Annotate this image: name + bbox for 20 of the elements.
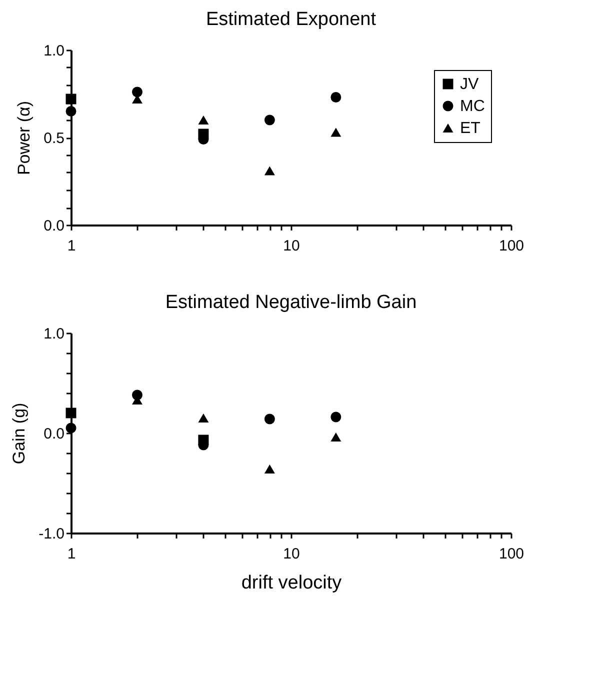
x-tick-label: 100 <box>498 546 524 562</box>
y-tick-label: 1.0 <box>44 326 64 342</box>
x-tick-label: 10 <box>283 546 300 562</box>
x-tick-label: 1 <box>67 238 76 254</box>
y-tick-label: 0.0 <box>44 426 64 442</box>
x-tick-label: 100 <box>498 238 524 254</box>
y-tick-label: 0.5 <box>44 130 64 147</box>
chart-title: Estimated Negative-limb Gain <box>165 292 417 313</box>
y-axis-title: Gain (g) <box>10 402 29 464</box>
legend-label: ET <box>460 120 481 137</box>
y-tick-label: 1.0 <box>44 42 64 60</box>
x-tick-label: 1 <box>67 546 76 562</box>
y-tick-label: -1.0 <box>38 526 64 542</box>
y-axis-title: Power (α) <box>14 100 34 176</box>
legend-label: MC <box>460 98 485 115</box>
y-tick-label: 0.0 <box>44 218 64 234</box>
x-tick-label: 10 <box>283 238 300 254</box>
chart-title: Estimated Exponent <box>206 9 377 30</box>
x-axis-title: drift velocity <box>241 572 342 594</box>
legend-label: JV <box>460 76 479 93</box>
